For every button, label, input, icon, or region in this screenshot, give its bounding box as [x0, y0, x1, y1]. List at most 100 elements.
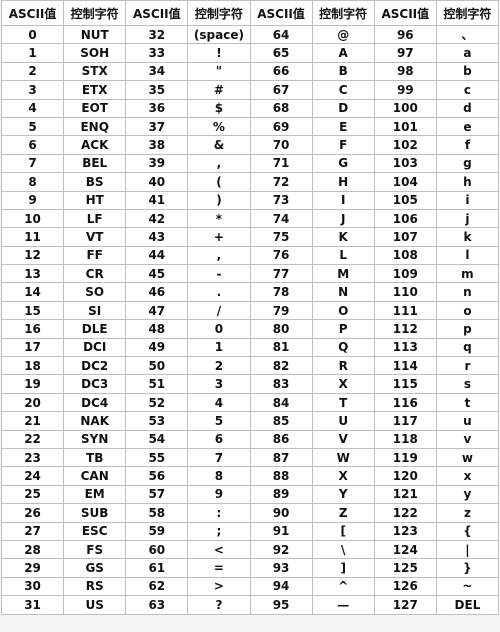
control-char-cell: $ — [187, 98, 251, 118]
control-char-cell: M — [311, 264, 375, 284]
control-char-cell: BEL — [63, 153, 127, 174]
ascii-value-cell: 1 — [0, 43, 65, 63]
control-char-cell: " — [187, 61, 251, 82]
ascii-value-cell: 108 — [373, 245, 437, 266]
table-row: 5 ENQ 37% 69 E 101 e — [0, 116, 500, 137]
column-header-control-char: 控制字符 — [63, 0, 127, 26]
ascii-value-cell: 32 — [125, 24, 189, 45]
ascii-value-cell: 36 — [125, 98, 189, 118]
ascii-value-cell: 53 — [125, 411, 189, 431]
control-char-cell: X — [311, 466, 375, 486]
control-char-cell: T — [311, 392, 375, 413]
control-char-cell: I — [311, 190, 375, 210]
ascii-value-cell: 101 — [373, 116, 437, 137]
control-char-cell: 9 — [187, 484, 251, 505]
table-row: 28 FS 60 <92 \ 124 | — [0, 539, 500, 560]
control-char-cell: { — [435, 521, 500, 541]
ascii-value-cell: 54 — [125, 429, 189, 449]
control-char-cell: % — [187, 116, 251, 137]
ascii-value-cell: 84 — [249, 392, 313, 413]
ascii-value-cell: 113 — [373, 337, 437, 358]
ascii-value-cell: 22 — [0, 429, 65, 449]
ascii-value-cell: 107 — [373, 227, 437, 247]
ascii-value-cell: 28 — [0, 539, 65, 560]
control-char-cell: 2 — [187, 356, 251, 376]
control-char-cell: SOH — [63, 43, 127, 63]
ascii-value-cell: 37 — [125, 116, 189, 137]
control-char-cell: W — [311, 447, 375, 468]
ascii-value-cell: 93 — [249, 558, 313, 578]
control-char-cell: H — [311, 172, 375, 192]
table-row: 2 STX 34 " 66 B 98 b — [0, 61, 500, 82]
control-char-cell: ~ — [435, 576, 500, 597]
ascii-value-cell: 98 — [373, 61, 437, 82]
control-char-cell: (space) — [187, 24, 251, 45]
ascii-value-cell: 82 — [249, 356, 313, 376]
control-char-cell: SYN — [63, 429, 127, 449]
ascii-value-cell: 41 — [125, 190, 189, 210]
table-row: 0 NUT 32 (space) 64 @96、 — [0, 24, 500, 45]
table-row: 17 DCI 49 1 81 Q 113 q — [0, 337, 500, 358]
control-char-cell: . — [187, 282, 251, 302]
table-row: 22 SYN 54 6 86 V 118 v — [0, 429, 500, 449]
ascii-value-cell: 68 — [249, 98, 313, 118]
control-char-cell: * — [187, 208, 251, 229]
table-row: 23 TB 55 7 87 W 119 w — [0, 447, 500, 468]
control-char-cell: P — [311, 319, 375, 339]
column-header-ascii-value: ASCII值 — [373, 0, 437, 26]
control-char-cell: L — [311, 245, 375, 266]
ascii-value-cell: 120 — [373, 466, 437, 486]
control-char-cell: 6 — [187, 429, 251, 449]
ascii-value-cell: 3 — [0, 80, 65, 100]
ascii-value-cell: 11 — [0, 227, 65, 247]
control-char-cell: ? — [187, 595, 251, 615]
control-char-cell: k — [435, 227, 500, 247]
ascii-value-cell: 122 — [373, 503, 437, 523]
table-row: 16 DLE 48 0 80 P 112 p — [0, 319, 500, 339]
ascii-value-cell: 60 — [125, 539, 189, 560]
table-row: 27 ESC 59; 91[123{ — [0, 521, 500, 541]
ascii-value-cell: 96 — [373, 24, 437, 45]
ascii-value-cell: 15 — [0, 300, 65, 321]
ascii-value-cell: 55 — [125, 447, 189, 468]
control-char-cell: f — [435, 135, 500, 155]
table-row: 21 NAK 53 5 85 U 117 u — [0, 411, 500, 431]
ascii-value-cell: 115 — [373, 374, 437, 394]
control-char-cell: E — [311, 116, 375, 137]
control-char-cell: , — [187, 245, 251, 266]
control-char-cell: DC4 — [63, 392, 127, 413]
ascii-value-cell: 69 — [249, 116, 313, 137]
control-char-cell: # — [187, 80, 251, 100]
ascii-value-cell: 5 — [0, 116, 65, 137]
ascii-value-cell: 47 — [125, 300, 189, 321]
control-char-cell: v — [435, 429, 500, 449]
ascii-value-cell: 12 — [0, 245, 65, 266]
ascii-value-cell: 10 — [0, 208, 65, 229]
control-char-cell: NAK — [63, 411, 127, 431]
table-row: 20 DC4 52 4 84 T 116 t — [0, 392, 500, 413]
ascii-value-cell: 65 — [249, 43, 313, 63]
control-char-cell: ETX — [63, 80, 127, 100]
ascii-value-cell: 109 — [373, 264, 437, 284]
control-char-cell: y — [435, 484, 500, 505]
control-char-cell: t — [435, 392, 500, 413]
control-char-cell: BS — [63, 172, 127, 192]
ascii-value-cell: 85 — [249, 411, 313, 431]
table-row: 10 LF 42 * 74 J 106 j — [0, 208, 500, 229]
control-char-cell: D — [311, 98, 375, 118]
header-row: ASCII值 控制字符 ASCII值 控制字符 ASCII值 控制字符 ASCII值 控制字符 — [0, 0, 500, 26]
ascii-value-cell: 63 — [125, 595, 189, 615]
control-char-cell: a — [435, 43, 500, 63]
control-char-cell: l — [435, 245, 500, 266]
control-char-cell: g — [435, 153, 500, 174]
control-char-cell: d — [435, 98, 500, 118]
control-char-cell: s — [435, 374, 500, 394]
control-char-cell: 4 — [187, 392, 251, 413]
ascii-value-cell: 62 — [125, 576, 189, 597]
control-char-cell: o — [435, 300, 500, 321]
control-char-cell: - — [187, 264, 251, 284]
ascii-value-cell: 72 — [249, 172, 313, 192]
control-char-cell: CR — [63, 264, 127, 284]
control-char-cell: US — [63, 595, 127, 615]
control-char-cell: ; — [187, 521, 251, 541]
